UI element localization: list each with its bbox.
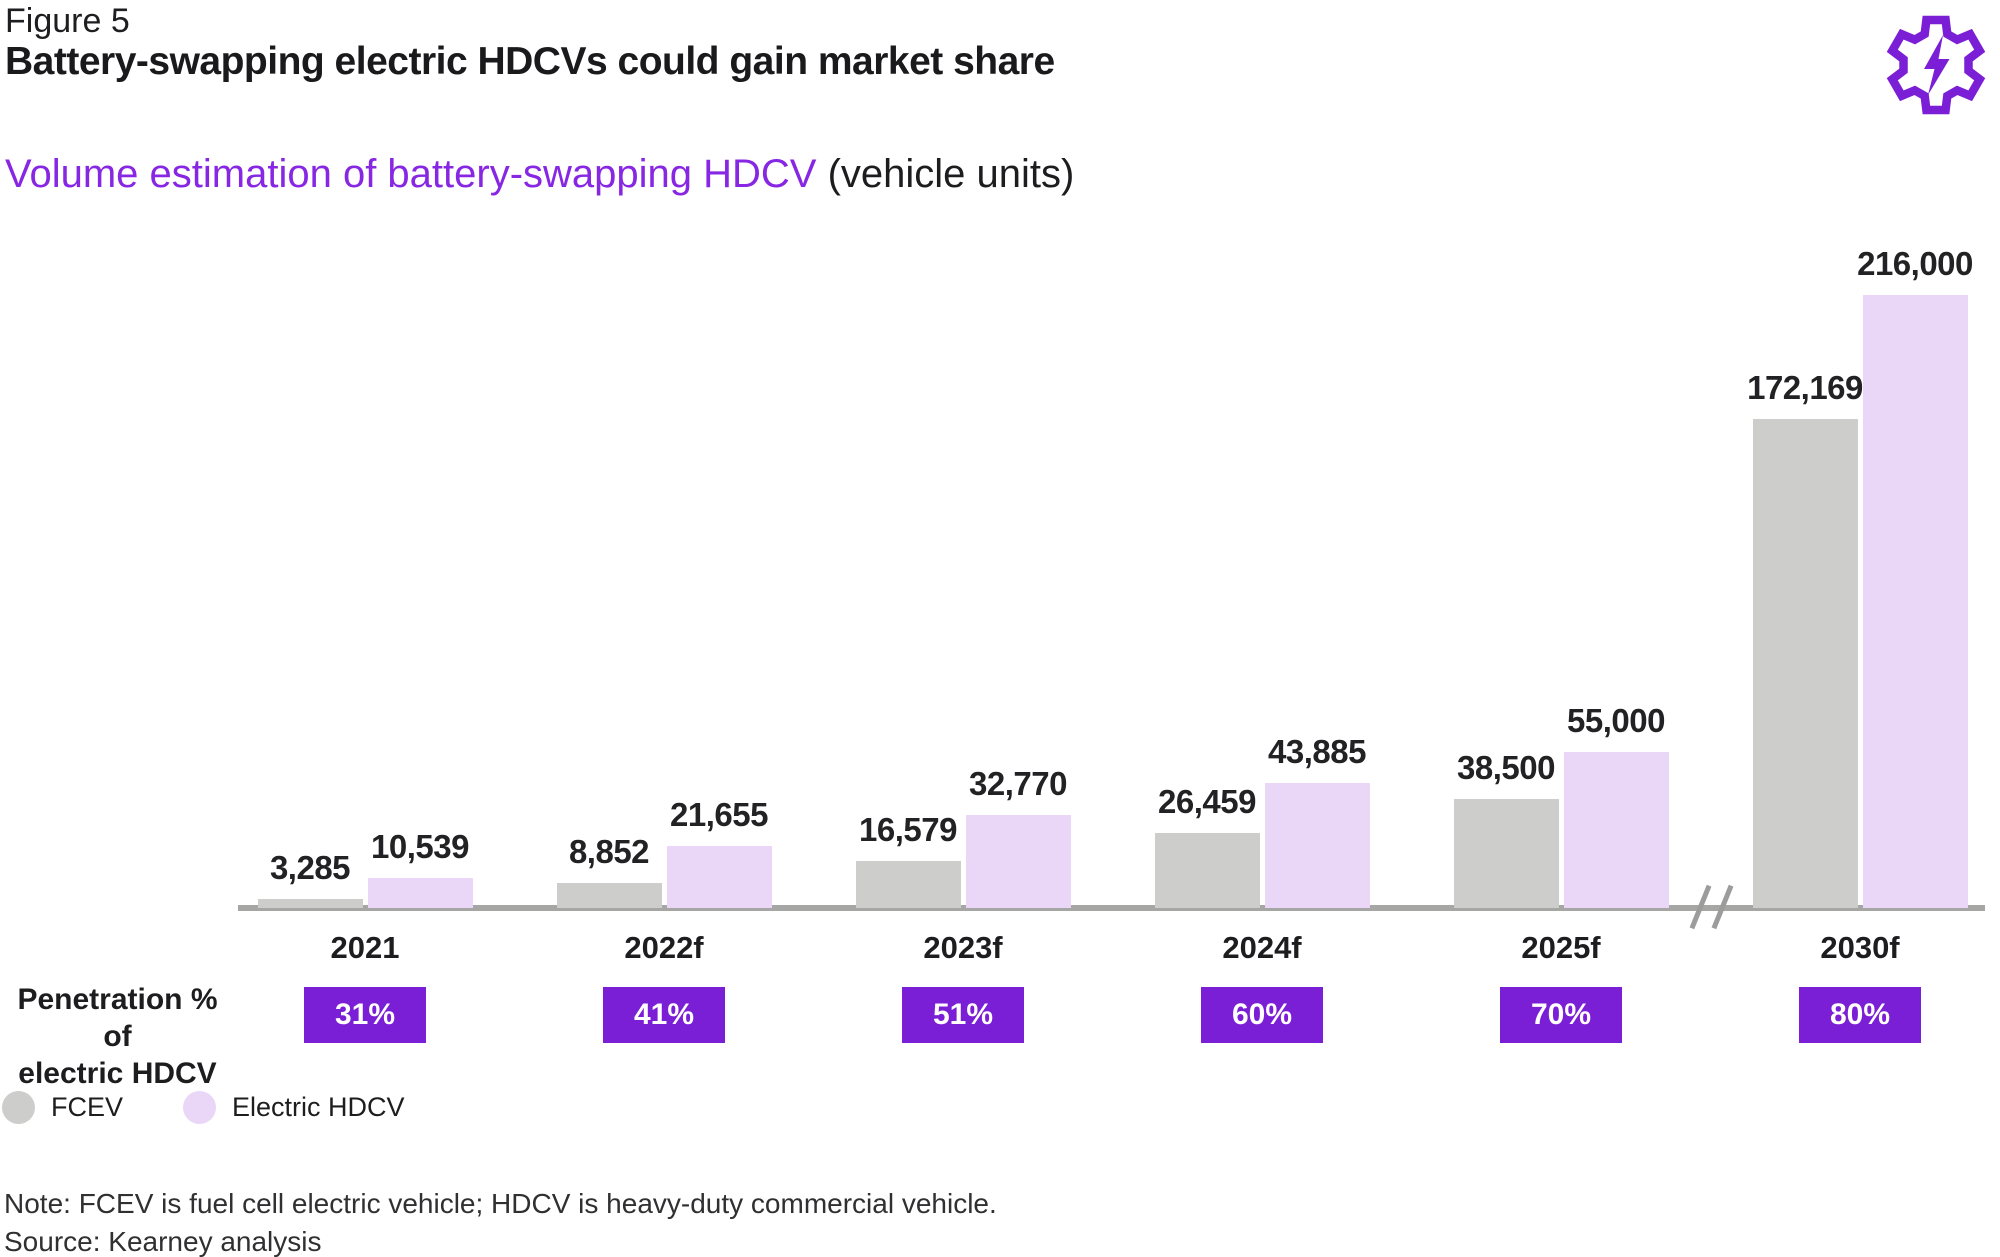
bar-value-label: 216,000 xyxy=(1857,245,1973,282)
penetration-badge: 31% xyxy=(304,987,426,1043)
bar-value-label: 26,459 xyxy=(1158,783,1256,820)
bar-value-label: 38,500 xyxy=(1457,749,1555,786)
x-axis-label: 2023f xyxy=(923,930,1003,965)
bar-electric-hdcv xyxy=(1862,295,1968,908)
bar-value-label: 21,655 xyxy=(670,796,768,833)
lightning-bolt-icon xyxy=(1924,35,1950,95)
penetration-badge: 80% xyxy=(1799,987,1921,1043)
fcev-swatch-icon xyxy=(2,1091,35,1124)
penetration-badge: 41% xyxy=(603,987,725,1043)
bar-fcev xyxy=(556,883,662,908)
penetration-axis-label-line2: electric HDCV xyxy=(18,1057,217,1090)
x-axis-label: 2030f xyxy=(1820,930,1900,965)
penetration-axis-label: Penetration % of electric HDCV xyxy=(0,981,235,1092)
legend-item-electric-hdcv: Electric HDCV xyxy=(183,1091,405,1124)
note-text: Note: FCEV is fuel cell electric vehicle… xyxy=(4,1188,997,1219)
x-axis-line xyxy=(238,905,1985,911)
bar-value-label: 55,000 xyxy=(1567,702,1665,739)
x-axis-label: 2025f xyxy=(1521,930,1601,965)
legend-label-electric-hdcv: Electric HDCV xyxy=(232,1092,405,1122)
legend-label-fcev: FCEV xyxy=(51,1092,124,1122)
bar-value-label: 3,285 xyxy=(269,849,351,886)
electric-hdcv-swatch-icon xyxy=(183,1091,217,1124)
penetration-badge: 60% xyxy=(1201,987,1323,1043)
bar-value-label: 10,539 xyxy=(371,828,469,865)
bar-fcev xyxy=(257,899,363,908)
subtitle-units: (vehicle units) xyxy=(816,152,1075,196)
source-text: Source: Kearney analysis xyxy=(4,1226,322,1257)
subtitle-highlight: Volume estimation of battery-swapping HD… xyxy=(5,152,817,196)
bar-fcev xyxy=(1154,833,1260,908)
bar-electric-hdcv xyxy=(367,878,473,908)
bar-fcev xyxy=(855,861,961,908)
bar-electric-hdcv xyxy=(1264,783,1370,908)
bar-value-label: 8,852 xyxy=(568,833,650,870)
figure-title: Battery-swapping electric HDCVs could ga… xyxy=(5,40,1055,83)
x-axis-label: 2024f xyxy=(1222,930,1302,965)
bar-electric-hdcv xyxy=(965,815,1071,908)
legend: FCEV Electric HDCV xyxy=(2,1091,405,1124)
bar-fcev xyxy=(1453,799,1559,908)
penetration-badge: 70% xyxy=(1500,987,1622,1043)
penetration-axis-label-line1: Penetration % of xyxy=(17,983,218,1053)
chart-subtitle: Volume estimation of battery-swapping HD… xyxy=(5,152,1074,197)
bar-electric-hdcv xyxy=(1563,752,1669,908)
bar-value-label: 32,770 xyxy=(969,765,1067,802)
bar-value-label: 172,169 xyxy=(1747,369,1863,406)
bar-value-label: 43,885 xyxy=(1268,733,1366,770)
x-axis-label: 2021 xyxy=(330,930,400,965)
legend-item-fcev: FCEV xyxy=(2,1091,123,1124)
bar-value-label: 16,579 xyxy=(859,811,957,848)
gear-outline xyxy=(1886,15,1986,115)
penetration-badge: 51% xyxy=(902,987,1024,1043)
bar-electric-hdcv xyxy=(666,846,772,908)
x-axis-label: 2022f xyxy=(624,930,704,965)
figure-label: Figure 5 xyxy=(5,2,130,40)
gear-lightning-icon xyxy=(1886,15,1986,115)
bar-fcev xyxy=(1752,419,1858,908)
